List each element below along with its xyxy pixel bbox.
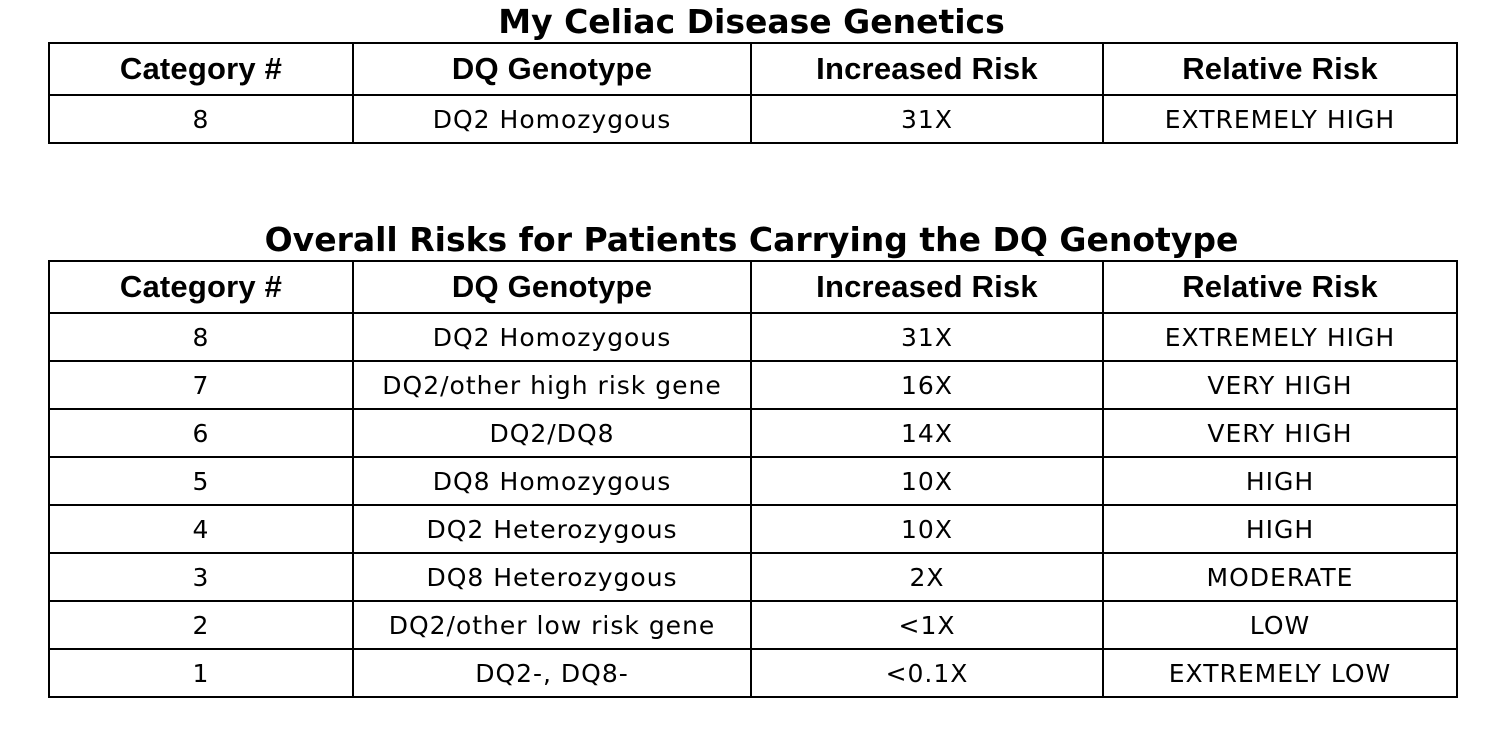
cell-relative-risk: EXTREMELY LOW bbox=[1102, 648, 1458, 698]
cell-genotype: DQ2-, DQ8- bbox=[352, 648, 752, 698]
cell-genotype: DQ2/other low risk gene bbox=[352, 600, 752, 650]
table-row: 6 DQ2/DQ8 14X VERY HIGH bbox=[48, 408, 1458, 458]
my-genetics-table: Category # DQ Genotype Increased Risk Re… bbox=[48, 42, 1458, 144]
table-row: 4 DQ2 Heterozygous 10X HIGH bbox=[48, 504, 1458, 554]
header-category: Category # bbox=[48, 260, 354, 314]
cell-category: 8 bbox=[48, 94, 354, 144]
cell-category: 7 bbox=[48, 360, 354, 410]
cell-increased-risk: <1X bbox=[750, 600, 1104, 650]
header-category: Category # bbox=[48, 42, 354, 96]
cell-category: 2 bbox=[48, 600, 354, 650]
table-row: 1 DQ2-, DQ8- <0.1X EXTREMELY LOW bbox=[48, 648, 1458, 698]
cell-increased-risk: 16X bbox=[750, 360, 1104, 410]
my-genetics-title: My Celiac Disease Genetics bbox=[498, 2, 1005, 41]
cell-increased-risk: 10X bbox=[750, 456, 1104, 506]
cell-relative-risk: EXTREMELY HIGH bbox=[1102, 312, 1458, 362]
table-row: 8 DQ2 Homozygous 31X EXTREMELY HIGH bbox=[48, 312, 1458, 362]
cell-increased-risk: 10X bbox=[750, 504, 1104, 554]
header-relative-risk: Relative Risk bbox=[1102, 42, 1458, 96]
cell-relative-risk: EXTREMELY HIGH bbox=[1102, 94, 1458, 144]
table-row: 2 DQ2/other low risk gene <1X LOW bbox=[48, 600, 1458, 650]
cell-category: 4 bbox=[48, 504, 354, 554]
header-row: Category # DQ Genotype Increased Risk Re… bbox=[48, 260, 1458, 314]
header-increased-risk: Increased Risk bbox=[750, 42, 1104, 96]
header-increased-risk: Increased Risk bbox=[750, 260, 1104, 314]
overall-risks-table: Category # DQ Genotype Increased Risk Re… bbox=[48, 260, 1458, 698]
cell-genotype: DQ2 Heterozygous bbox=[352, 504, 752, 554]
cell-category: 8 bbox=[48, 312, 354, 362]
cell-increased-risk: 31X bbox=[750, 94, 1104, 144]
cell-category: 3 bbox=[48, 552, 354, 602]
cell-genotype: DQ8 Homozygous bbox=[352, 456, 752, 506]
cell-relative-risk: VERY HIGH bbox=[1102, 360, 1458, 410]
cell-increased-risk: <0.1X bbox=[750, 648, 1104, 698]
header-relative-risk: Relative Risk bbox=[1102, 260, 1458, 314]
table-row: 7 DQ2/other high risk gene 16X VERY HIGH bbox=[48, 360, 1458, 410]
cell-category: 1 bbox=[48, 648, 354, 698]
cell-relative-risk: MODERATE bbox=[1102, 552, 1458, 602]
cell-increased-risk: 14X bbox=[750, 408, 1104, 458]
header-row: Category # DQ Genotype Increased Risk Re… bbox=[48, 42, 1458, 96]
cell-genotype: DQ8 Heterozygous bbox=[352, 552, 752, 602]
table-row: 8 DQ2 Homozygous 31X EXTREMELY HIGH bbox=[48, 94, 1458, 144]
header-genotype: DQ Genotype bbox=[352, 260, 752, 314]
cell-category: 6 bbox=[48, 408, 354, 458]
cell-category: 5 bbox=[48, 456, 354, 506]
overall-risks-title: Overall Risks for Patients Carrying the … bbox=[264, 220, 1239, 259]
cell-increased-risk: 31X bbox=[750, 312, 1104, 362]
cell-relative-risk: LOW bbox=[1102, 600, 1458, 650]
table-row: 3 DQ8 Heterozygous 2X MODERATE bbox=[48, 552, 1458, 602]
cell-relative-risk: HIGH bbox=[1102, 504, 1458, 554]
cell-genotype: DQ2/other high risk gene bbox=[352, 360, 752, 410]
header-genotype: DQ Genotype bbox=[352, 42, 752, 96]
cell-genotype: DQ2 Homozygous bbox=[352, 94, 752, 144]
table-row: 5 DQ8 Homozygous 10X HIGH bbox=[48, 456, 1458, 506]
cell-relative-risk: VERY HIGH bbox=[1102, 408, 1458, 458]
cell-genotype: DQ2/DQ8 bbox=[352, 408, 752, 458]
cell-increased-risk: 2X bbox=[750, 552, 1104, 602]
cell-relative-risk: HIGH bbox=[1102, 456, 1458, 506]
cell-genotype: DQ2 Homozygous bbox=[352, 312, 752, 362]
